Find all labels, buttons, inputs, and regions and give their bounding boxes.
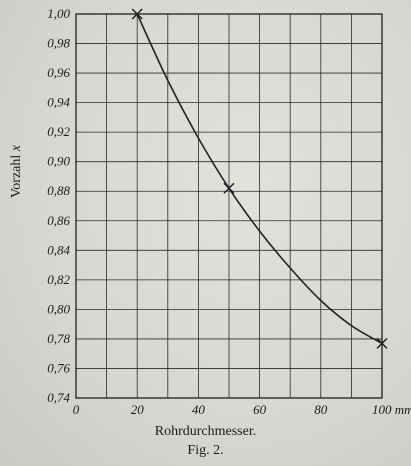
plot-frame (75, 13, 383, 399)
x-axis-label: Rohrdurchmesser. (154, 424, 257, 439)
x-tick-labels: 0 20 40 60 80 100 mm (73, 402, 411, 417)
data-curve (136, 13, 383, 345)
y-tick-label: 0,88 (47, 183, 70, 198)
x-tick-label: 60 (253, 402, 267, 417)
y-tick-label: 0,94 (47, 95, 70, 110)
x-tick-label: 20 (131, 402, 145, 417)
y-axis-label-text: Vorzahl (9, 154, 24, 198)
y-tick-label: 0,96 (47, 65, 70, 80)
x-tick-label: 80 (314, 402, 328, 417)
y-tick-label: 0,80 (47, 301, 70, 316)
y-tick-labels: 0,74 0,76 0,78 0,80 0,82 0,84 0,86 0,88 0,90 0,92… (47, 6, 70, 405)
horizontal-gridlines (76, 43, 382, 369)
x-tick-label: 100 mm (372, 402, 411, 417)
vertical-gridlines (106, 14, 352, 398)
y-tick-label: 0,78 (47, 331, 70, 346)
x-tick-label: 0 (73, 402, 80, 417)
y-tick-label: 0,86 (47, 213, 70, 228)
y-tick-label: 0,82 (47, 272, 70, 287)
y-tick-label: 0,98 (47, 36, 70, 51)
y-tick-label: 0,90 (47, 154, 70, 169)
y-axis-label: Vorzahl x (9, 145, 25, 198)
y-tick-label: 0,76 (47, 360, 70, 375)
figure-caption: Fig. 2. (187, 443, 224, 458)
y-tick-label: 0,74 (47, 390, 70, 405)
y-tick-label: 1,00 (47, 6, 70, 21)
y-axis-label-variable: x (9, 144, 24, 152)
x-marker (376, 337, 388, 349)
y-tick-label: 0,84 (47, 242, 70, 257)
y-tick-label: 0,92 (47, 124, 70, 139)
x-marker (223, 182, 235, 194)
x-tick-label: 40 (192, 402, 206, 417)
x-marker (131, 8, 143, 20)
data-markers (131, 8, 388, 349)
